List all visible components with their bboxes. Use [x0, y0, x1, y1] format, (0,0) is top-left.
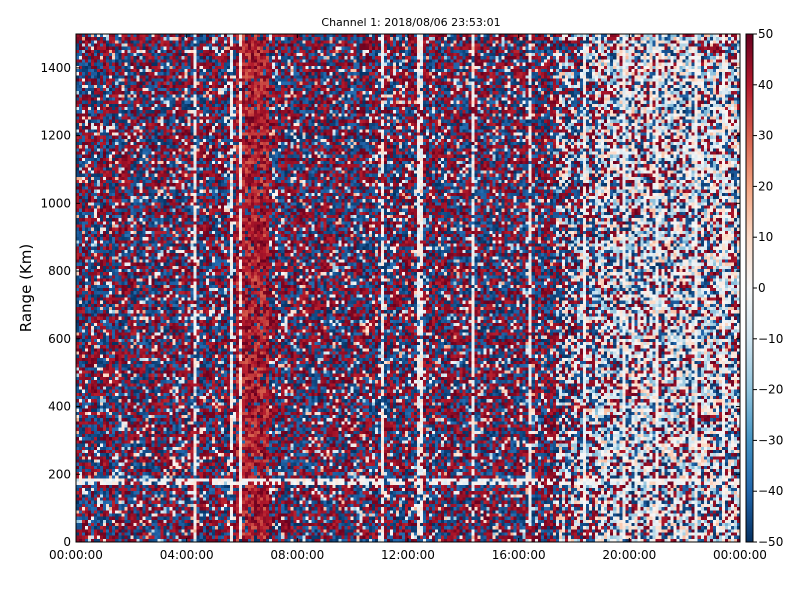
y-tick-label: 200: [48, 467, 71, 481]
x-tick-label: 12:00:00: [381, 548, 435, 562]
x-tick-label: 08:00:00: [270, 548, 324, 562]
x-tick-label: 04:00:00: [160, 548, 214, 562]
colorbar-tick-label: 40: [758, 78, 773, 92]
x-tick-label: 00:00:00: [713, 548, 767, 562]
y-axis: 0 200 400 600 800 1000 1200 1400: [40, 61, 740, 549]
x-tick-label: 16:00:00: [492, 548, 546, 562]
y-tick-label: 1200: [40, 129, 71, 143]
colorbar: [745, 33, 754, 543]
heatmap-cells: [76, 34, 740, 542]
colorbar-tick-label: 20: [758, 179, 773, 193]
y-tick-label: 0: [63, 535, 71, 549]
colorbar-tick-label: −10: [758, 332, 783, 346]
heatmap: [76, 34, 740, 542]
colorbar-tick-label: 0: [758, 281, 766, 295]
y-axis-label: Range (Km): [17, 244, 35, 332]
colorbar-tick-label: −40: [758, 484, 783, 498]
x-axis: 00:00:00 04:00:00 08:00:00 12:00:00 16:00:00…: [49, 34, 767, 562]
y-tick-label: 800: [48, 264, 71, 278]
colorbar-tick-label: 50: [758, 27, 773, 41]
colorbar-tick-label: −50: [758, 535, 783, 549]
x-tick-label: 00:00:00: [49, 548, 103, 562]
colorbar-tick-label: 30: [758, 129, 773, 143]
chart-title: Channel 1: 2018/08/06 23:53:01: [321, 16, 500, 29]
colorbar-tick-label: −20: [758, 383, 783, 397]
colorbar-axis: 50 40 30 20 10 0 −10 −20 −30 −40 −50: [753, 27, 783, 549]
y-tick-label: 400: [48, 400, 71, 414]
y-tick-label: 600: [48, 332, 71, 346]
y-tick-label: 1400: [40, 61, 71, 75]
colorbar-tick-label: −30: [758, 433, 783, 447]
y-tick-label: 1000: [40, 196, 71, 210]
colorbar-tick-label: 10: [758, 230, 773, 244]
x-tick-label: 20:00:00: [602, 548, 656, 562]
